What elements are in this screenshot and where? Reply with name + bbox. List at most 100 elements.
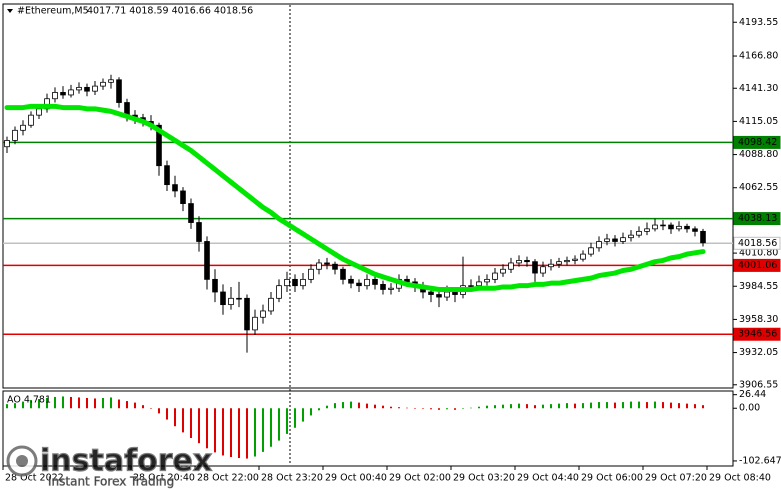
y-tick-label: 4166.80 — [739, 51, 778, 62]
candle-body — [116, 79, 122, 103]
candle-body — [604, 238, 610, 242]
ao-bar — [630, 401, 632, 409]
candle-body — [660, 224, 666, 227]
ao-bar — [606, 402, 608, 409]
ao-bar — [550, 404, 552, 409]
candle-body — [372, 278, 378, 285]
ao-bar — [174, 408, 176, 427]
ao-bar — [214, 408, 216, 453]
candle-body — [68, 89, 74, 96]
candle-body — [268, 297, 274, 312]
candle-body — [620, 237, 626, 242]
candle-body — [444, 291, 450, 298]
candle-body — [52, 92, 58, 100]
ohlc-header: 4017.71 4018.59 4016.66 4018.56 — [87, 6, 253, 17]
ao-bar — [414, 408, 416, 409]
candle-body — [316, 262, 322, 270]
candle-body — [540, 266, 546, 274]
ao-bar — [374, 404, 376, 409]
ao-bar — [678, 403, 680, 409]
ao-bar — [102, 397, 104, 409]
ao-bar — [558, 403, 560, 409]
ao-bar — [6, 404, 8, 409]
candle-body — [260, 310, 266, 318]
ao-bar — [582, 403, 584, 409]
candle-body — [180, 190, 186, 204]
candle-body — [644, 228, 650, 232]
candle-body — [84, 86, 90, 92]
x-tick-label: 29 Oct 02:00 — [389, 473, 451, 484]
logo-core — [16, 455, 28, 467]
y-tick-label: 4141.30 — [739, 83, 778, 94]
candle-body — [500, 268, 506, 274]
ao-bar — [134, 402, 136, 409]
ao-bar — [126, 401, 128, 409]
candle-body — [452, 291, 458, 295]
indicator-tick-label: -102.647 — [739, 455, 781, 466]
candle-body — [12, 129, 18, 141]
y-tick-label: 4115.05 — [739, 116, 778, 127]
candle-body — [332, 263, 338, 270]
ao-bar — [478, 406, 480, 409]
candle-body — [652, 224, 658, 230]
x-tick-label: 28 Oct 23:20 — [261, 473, 323, 484]
candle-body — [28, 114, 34, 126]
y-tick-label: 4193.55 — [739, 17, 778, 28]
indicator-tick-label: 0.00 — [739, 403, 760, 414]
y-tick-label: 4088.80 — [739, 149, 778, 160]
ao-bar — [182, 408, 184, 433]
x-tick-label: 28 Oct 22:00 — [197, 473, 259, 484]
candle-body — [476, 281, 482, 287]
ao-bar — [78, 397, 80, 409]
indicator-label: AO 4.781 — [7, 395, 51, 406]
ao-bar — [702, 405, 704, 409]
candle-body — [684, 225, 690, 230]
y-tick-label: 3932.05 — [739, 347, 778, 358]
candle-body — [308, 268, 314, 280]
ao-bar — [454, 408, 456, 410]
ao-bar — [54, 396, 56, 409]
level-label: 4098.42 — [738, 137, 777, 148]
ao-bar — [286, 408, 288, 434]
ao-bar — [590, 402, 592, 409]
ao-bar — [638, 401, 640, 409]
candle-body — [468, 285, 474, 287]
level-tag — [733, 236, 781, 250]
candle-body — [700, 230, 706, 244]
ao-bar — [310, 408, 312, 416]
ao-bar — [526, 404, 528, 409]
candle-body — [284, 278, 290, 287]
candle-body — [492, 272, 498, 280]
ao-bar — [246, 408, 248, 459]
ao-bar — [510, 404, 512, 409]
tagline: Instant Forex Trading — [48, 475, 174, 489]
candle-body — [196, 222, 202, 242]
candle-body — [548, 263, 554, 268]
ao-bar — [70, 396, 72, 409]
ao-bar — [270, 408, 272, 447]
candle-body — [60, 92, 66, 96]
candle-body — [676, 225, 682, 230]
ao-bar — [390, 406, 392, 409]
ao-bar — [614, 402, 616, 409]
indicator-panel — [2, 390, 734, 467]
level-label: 4038.13 — [738, 213, 777, 224]
level-tag — [733, 258, 781, 272]
candle-body — [580, 253, 586, 260]
candle-body — [572, 258, 578, 261]
ao-bar — [294, 408, 296, 428]
ao-bar — [86, 397, 88, 409]
x-tick-label: 28 Oct 2022 — [5, 473, 64, 484]
ao-bar — [462, 408, 464, 409]
ao-bar — [278, 408, 280, 441]
ao-bar — [486, 405, 488, 409]
ao-bar — [334, 403, 336, 409]
candle-body — [556, 261, 562, 265]
candle-body — [76, 86, 82, 91]
candle-body — [300, 278, 306, 287]
x-tick-label: 29 Oct 03:20 — [453, 473, 515, 484]
symbol: #Ethereum,M5 — [17, 6, 89, 17]
ao-bar — [422, 408, 424, 409]
candle-body — [668, 224, 674, 230]
